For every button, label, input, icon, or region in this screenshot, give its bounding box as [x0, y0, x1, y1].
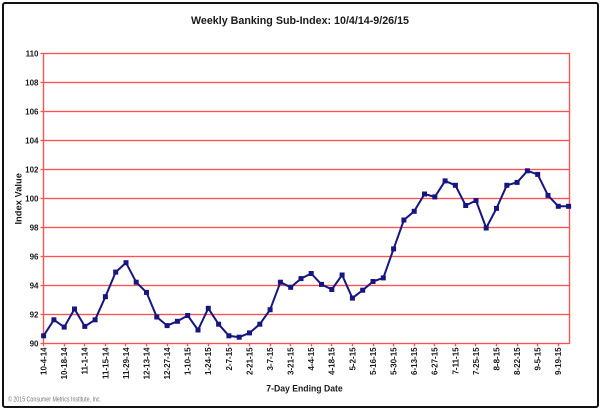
svg-text:92: 92	[30, 310, 39, 319]
svg-text:3-7-15: 3-7-15	[266, 347, 275, 371]
svg-text:12-13-14: 12-13-14	[142, 347, 151, 380]
svg-text:98: 98	[30, 223, 39, 232]
svg-text:9-5-15: 9-5-15	[534, 347, 543, 371]
svg-text:90: 90	[30, 339, 39, 348]
svg-text:110: 110	[26, 49, 39, 58]
svg-text:7-11-15: 7-11-15	[451, 347, 460, 375]
svg-text:7-25-15: 7-25-15	[472, 347, 481, 375]
svg-text:3-21-15: 3-21-15	[287, 347, 296, 375]
svg-text:96: 96	[30, 252, 39, 261]
svg-text:Weekly Banking Sub-Index: 10/4: Weekly Banking Sub-Index: 10/4/14-9/26/1…	[191, 15, 409, 27]
svg-text:94: 94	[30, 281, 39, 290]
svg-text:108: 108	[25, 78, 39, 87]
svg-text:5-2-15: 5-2-15	[348, 347, 357, 371]
svg-text:11-15-14: 11-15-14	[101, 347, 110, 379]
svg-text:100: 100	[25, 194, 39, 203]
svg-text:12-27-14: 12-27-14	[163, 347, 172, 380]
svg-text:4-4-15: 4-4-15	[307, 347, 316, 371]
svg-text:Index Value: Index Value	[13, 173, 23, 225]
svg-text:6-27-15: 6-27-15	[431, 347, 440, 375]
svg-text:4-18-15: 4-18-15	[328, 347, 337, 375]
svg-text:9-19-15: 9-19-15	[554, 347, 563, 375]
svg-text:102: 102	[25, 165, 39, 174]
svg-text:11-29-14: 11-29-14	[122, 347, 131, 379]
svg-text:5-30-15: 5-30-15	[390, 347, 399, 375]
svg-text:2-7-15: 2-7-15	[225, 347, 234, 371]
svg-text:10-18-14: 10-18-14	[60, 347, 69, 380]
svg-text:5-16-15: 5-16-15	[369, 347, 378, 375]
svg-text:6-13-15: 6-13-15	[410, 347, 419, 375]
svg-text:© 2015 Consumer Metrics Instit: © 2015 Consumer Metrics Institute, Inc.	[8, 395, 101, 403]
svg-text:2-21-15: 2-21-15	[245, 347, 254, 375]
svg-text:10-4-14: 10-4-14	[40, 347, 49, 375]
svg-text:8-22-15: 8-22-15	[513, 347, 522, 375]
svg-text:7-Day Ending Date: 7-Day Ending Date	[266, 384, 343, 395]
svg-text:1-24-15: 1-24-15	[204, 347, 213, 375]
svg-text:104: 104	[25, 136, 39, 145]
svg-text:1-10-15: 1-10-15	[184, 347, 193, 375]
svg-text:11-1-14: 11-1-14	[81, 347, 90, 375]
svg-text:106: 106	[25, 107, 39, 116]
svg-text:8-8-15: 8-8-15	[492, 347, 501, 371]
